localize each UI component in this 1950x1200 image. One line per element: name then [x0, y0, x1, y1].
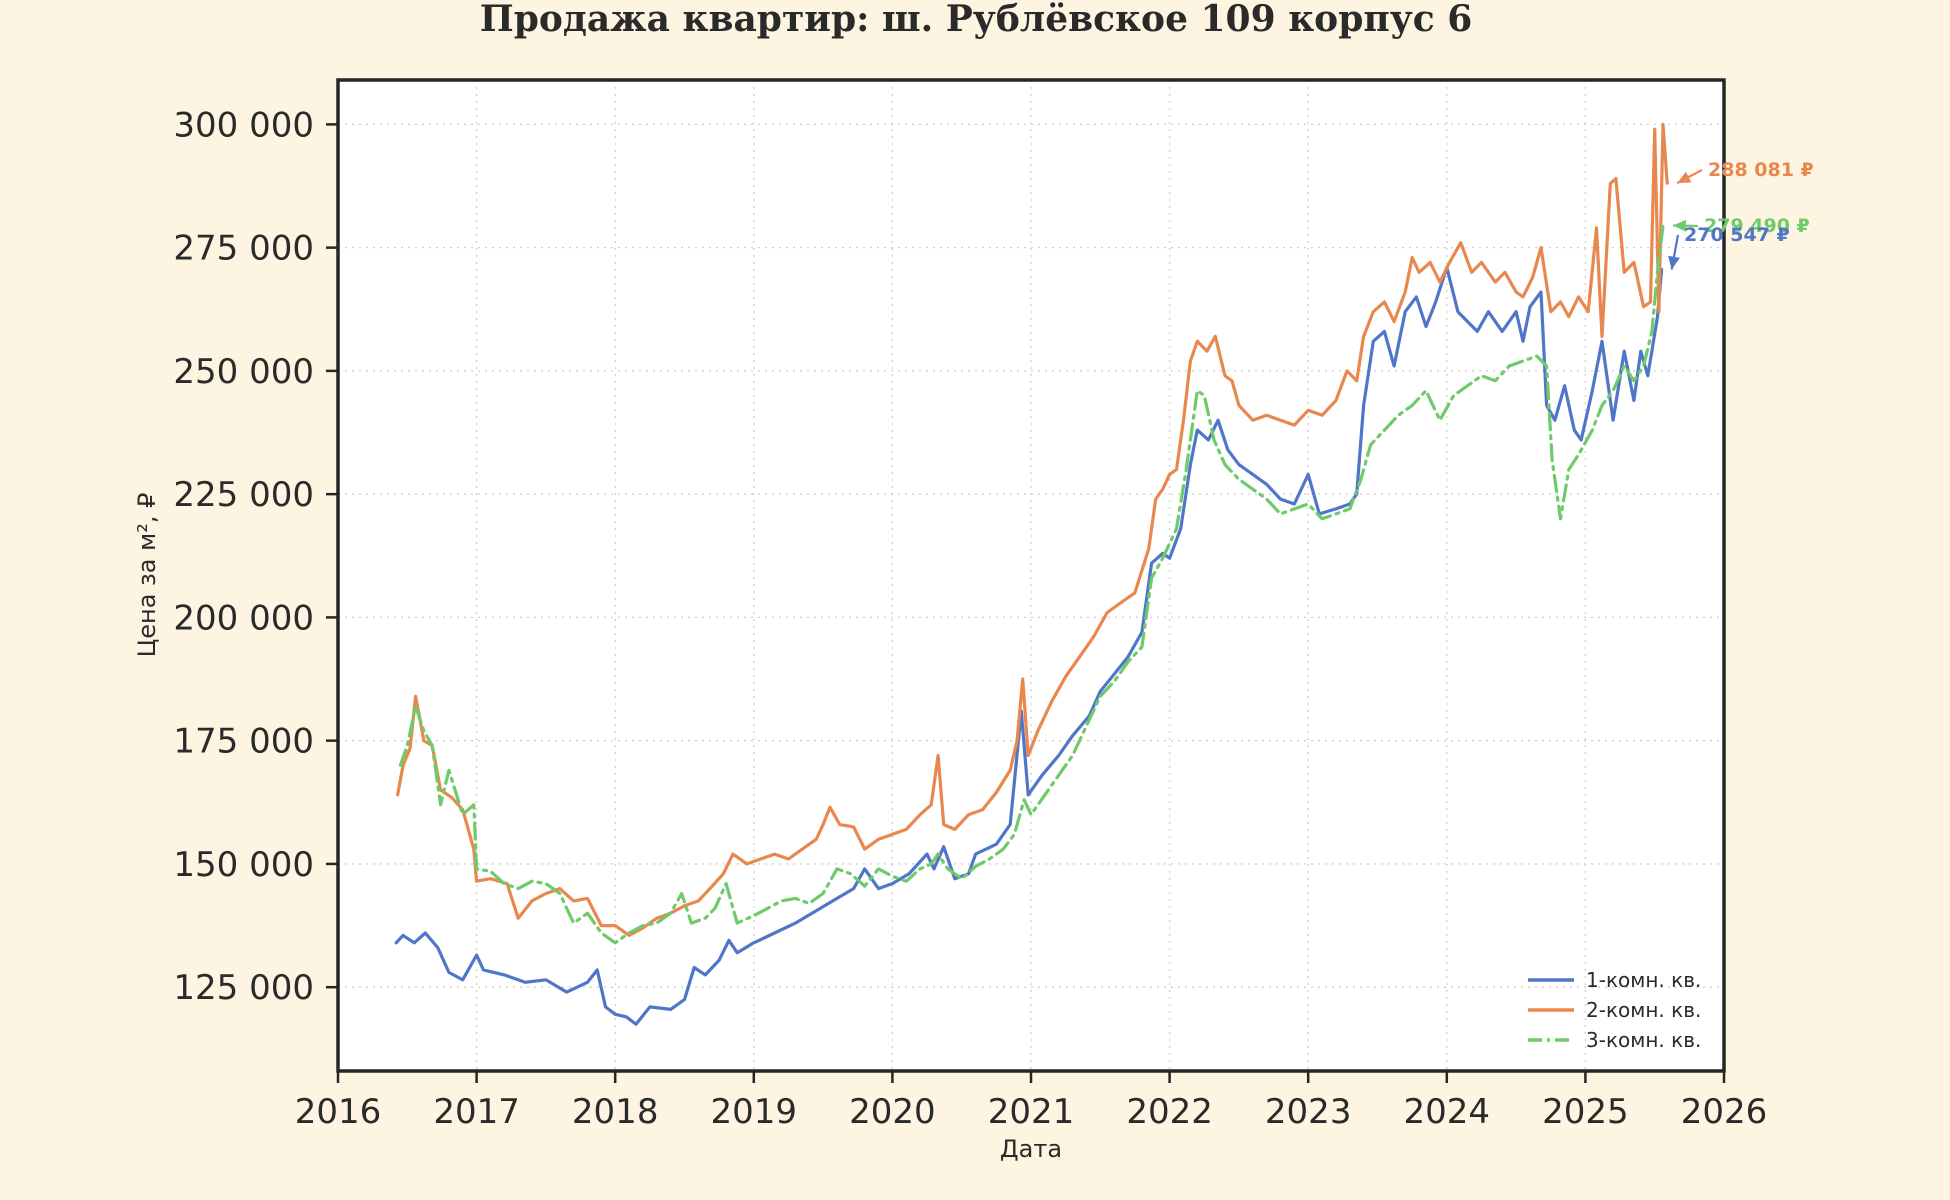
legend-label: 3-комн. кв. [1586, 1028, 1701, 1052]
y-tick-label: 125 000 [173, 968, 314, 1008]
annotation-arrowhead [1668, 255, 1680, 270]
y-tick-label: 300 000 [173, 105, 314, 145]
annotation-arrowhead [1673, 219, 1687, 232]
series-line-3 [398, 223, 1665, 945]
legend-label: 2-комн. кв. [1586, 998, 1701, 1022]
x-tick-label: 2022 [1126, 1092, 1213, 1132]
axes: 2016 2017 2018 2019 2020 2021 2022 2023 2024 2025… [173, 105, 1767, 1132]
grid [337, 80, 1725, 1071]
x-tick-label: 2024 [1404, 1092, 1491, 1132]
last-value-annotations: 288 081 ₽ 279 490 ₽270 547 ₽ [1668, 159, 1814, 270]
last-value-label: 279 490 ₽ [1704, 215, 1810, 237]
y-tick-label: 225 000 [173, 475, 314, 515]
y-tick-label: 275 000 [173, 229, 314, 269]
last-value-label: 288 081 ₽ [1708, 159, 1814, 181]
chart-title: Продажа квартир: ш. Рублёвское 109 корпу… [480, 0, 1473, 40]
x-tick-label: 2016 [295, 1092, 382, 1132]
x-tick-label: 2021 [988, 1092, 1075, 1132]
annotation-arrowhead [1677, 171, 1692, 184]
y-tick-label: 200 000 [173, 598, 314, 638]
last-value-label: 270 547 ₽ [1684, 224, 1790, 246]
x-tick-label: 2017 [433, 1092, 520, 1132]
legend: 1-комн. кв. 2-комн. кв. 3-комн. кв. [1528, 968, 1701, 1052]
x-tick-label: 2025 [1542, 1092, 1629, 1132]
y-axis-label: Цена за м², ₽ [133, 493, 161, 658]
x-tick-label: 2019 [711, 1092, 798, 1132]
series-lines [394, 122, 1669, 1026]
x-axis-label: Дата [1000, 1135, 1062, 1163]
legend-label: 1-комн. кв. [1586, 968, 1701, 992]
x-tick-label: 2023 [1265, 1092, 1352, 1132]
x-tick-label: 2020 [849, 1092, 936, 1132]
series-line-2 [396, 122, 1669, 937]
plot-area [338, 80, 1724, 1071]
series-line-1 [394, 265, 1664, 1026]
y-tick-label: 250 000 [173, 352, 314, 392]
y-tick-label: 175 000 [173, 722, 314, 762]
x-tick-label: 2018 [572, 1092, 659, 1132]
x-tick-label: 2026 [1681, 1092, 1768, 1132]
y-tick-label: 150 000 [173, 845, 314, 885]
